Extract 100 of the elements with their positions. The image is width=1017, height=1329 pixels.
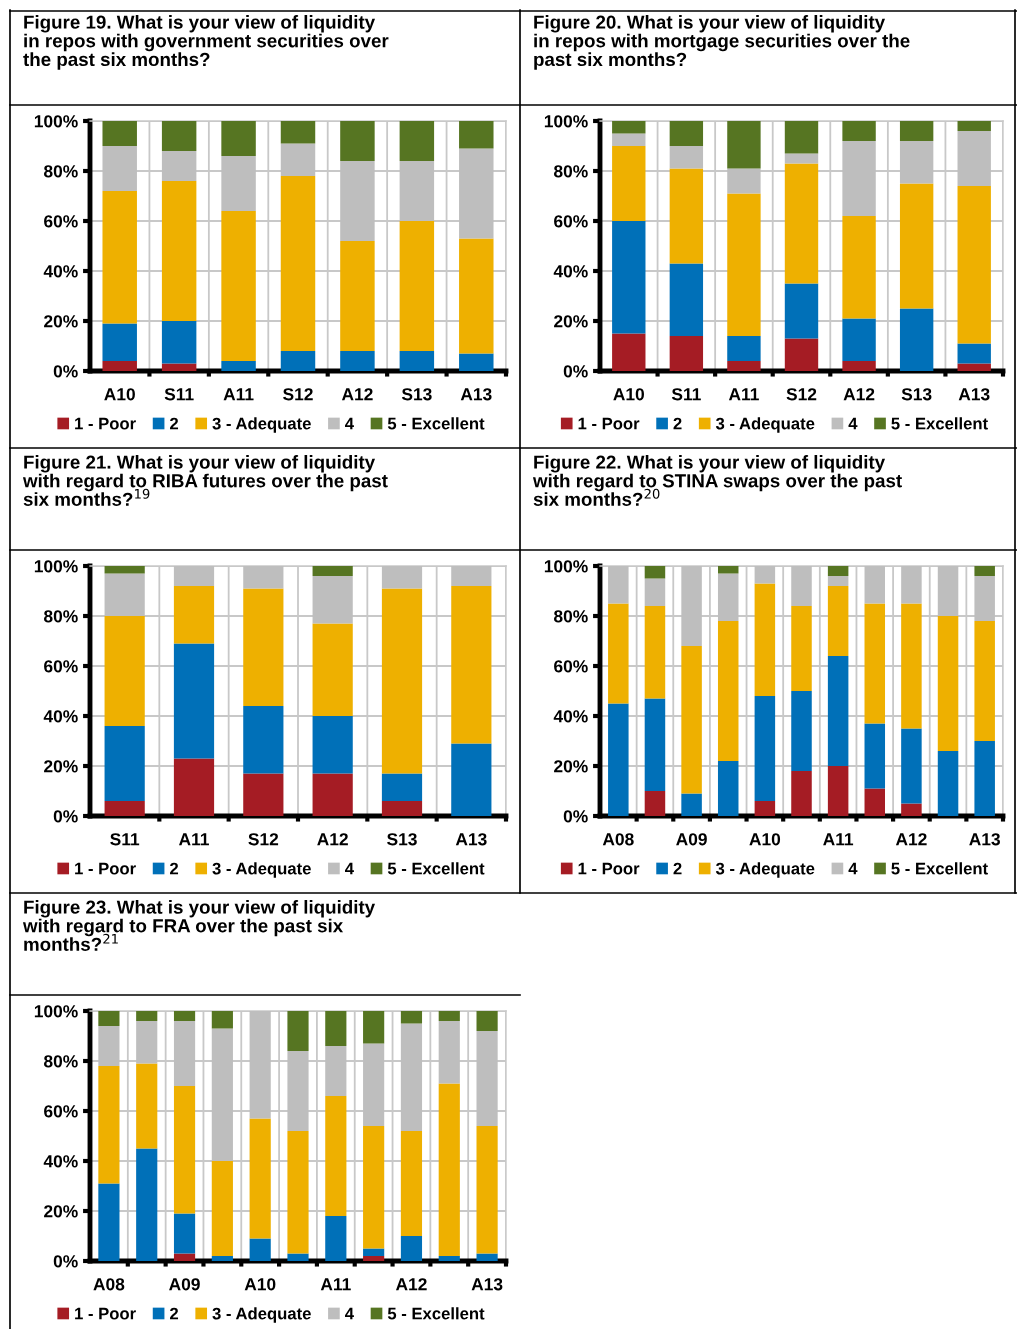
bar — [957, 121, 991, 131]
y-tick-label: 60% — [44, 660, 78, 673]
bar — [451, 743, 492, 816]
bar — [211, 1256, 233, 1261]
bar — [754, 583, 776, 696]
bar — [612, 146, 646, 221]
bar — [325, 1096, 347, 1216]
x-tick-label: A11 — [320, 1278, 351, 1291]
bar — [243, 706, 284, 774]
legend-label: 3 - Adequate — [212, 862, 311, 878]
bar — [842, 216, 876, 319]
y-tick-label: 80% — [554, 610, 588, 623]
bar — [899, 183, 934, 309]
bar — [400, 1131, 423, 1236]
legend-label: 5 - Excellent — [387, 1307, 485, 1320]
bar — [363, 1248, 385, 1256]
y-tick-label: 40% — [43, 710, 78, 723]
bar — [98, 1183, 120, 1261]
bar — [727, 193, 761, 336]
bar — [287, 1131, 309, 1254]
y-tick-label: 60% — [44, 215, 78, 228]
bar — [717, 761, 739, 816]
y-tick-label: 100% — [544, 560, 588, 573]
x-tick-label: A12 — [895, 833, 927, 846]
bar — [459, 121, 494, 149]
bar — [136, 1148, 158, 1261]
bar — [937, 751, 959, 816]
legend-label: 1 - Poor — [75, 417, 136, 430]
bar — [754, 696, 776, 801]
bar — [102, 323, 137, 361]
y-tick-label: 80% — [554, 165, 588, 178]
bar — [974, 566, 995, 576]
x-tick-label: A11 — [223, 388, 254, 401]
x-tick-label: S12 — [248, 833, 279, 846]
y-tick-label: 80% — [44, 165, 78, 178]
bar — [173, 586, 215, 644]
bar — [104, 801, 145, 816]
x-tick-label: S13 — [387, 833, 417, 846]
bar — [827, 656, 849, 766]
bar — [221, 361, 256, 371]
y-tick-label: 20% — [44, 315, 78, 328]
bar — [476, 1126, 498, 1254]
bar — [459, 353, 494, 371]
y-tick-label: 60% — [554, 660, 588, 673]
bar — [280, 121, 316, 144]
y-tick-label: 40% — [553, 710, 588, 723]
bar — [173, 1086, 196, 1214]
bar — [451, 586, 492, 744]
bar — [899, 121, 934, 141]
bar — [842, 121, 876, 141]
bar — [243, 773, 284, 816]
y-tick-label: 0% — [563, 810, 588, 823]
bar — [249, 1238, 271, 1261]
bar — [827, 766, 849, 816]
bar — [608, 603, 629, 704]
bar — [104, 616, 145, 726]
bar — [173, 643, 215, 759]
x-tick-label: A09 — [169, 1278, 200, 1291]
bar — [974, 741, 995, 816]
legend-label: 2 — [170, 1307, 179, 1320]
legend-label: 1 - Poor — [578, 417, 640, 430]
bar — [340, 351, 375, 371]
y-tick-label: 20% — [554, 760, 588, 773]
legend-label: 5 - Excellent — [387, 862, 485, 875]
legend-label: 2 — [673, 862, 682, 875]
bar — [784, 163, 819, 284]
y-tick-label: 0% — [563, 365, 588, 378]
y-tick-label: 100% — [34, 560, 78, 573]
y-tick-label: 80% — [44, 610, 78, 623]
legend-label: 4 — [345, 417, 354, 430]
x-tick-label: A10 — [104, 388, 135, 401]
chart-title: Figure 19. What is your view of liquidity in repos with government securities over the past six months? — [23, 15, 389, 70]
bar — [312, 716, 353, 774]
bar — [644, 606, 666, 699]
bar — [340, 241, 375, 351]
bar — [221, 211, 256, 361]
legend-label: 2 — [673, 417, 682, 430]
x-tick-label: S12 — [786, 388, 817, 401]
bar — [438, 1083, 460, 1256]
x-tick-label: A12 — [341, 388, 373, 401]
bar — [287, 1011, 309, 1051]
bar — [681, 646, 702, 794]
legend-label: 3 - Adequate — [212, 1307, 311, 1323]
bar — [400, 1011, 423, 1024]
bar — [612, 221, 646, 334]
bar — [612, 133, 646, 146]
bar — [791, 771, 812, 816]
y-tick-label: 60% — [44, 1105, 78, 1118]
bar — [161, 363, 197, 371]
bar — [340, 121, 375, 161]
bar — [669, 336, 704, 371]
bar — [612, 333, 646, 371]
bar — [827, 566, 849, 576]
bar — [476, 1253, 498, 1261]
legend-label: 1 - Poor — [75, 1307, 136, 1320]
bar — [827, 586, 849, 656]
legend-label: 5 - Excellent — [387, 417, 485, 430]
bar — [612, 121, 646, 134]
legend-label: 2 — [170, 417, 179, 430]
bar — [727, 336, 761, 361]
